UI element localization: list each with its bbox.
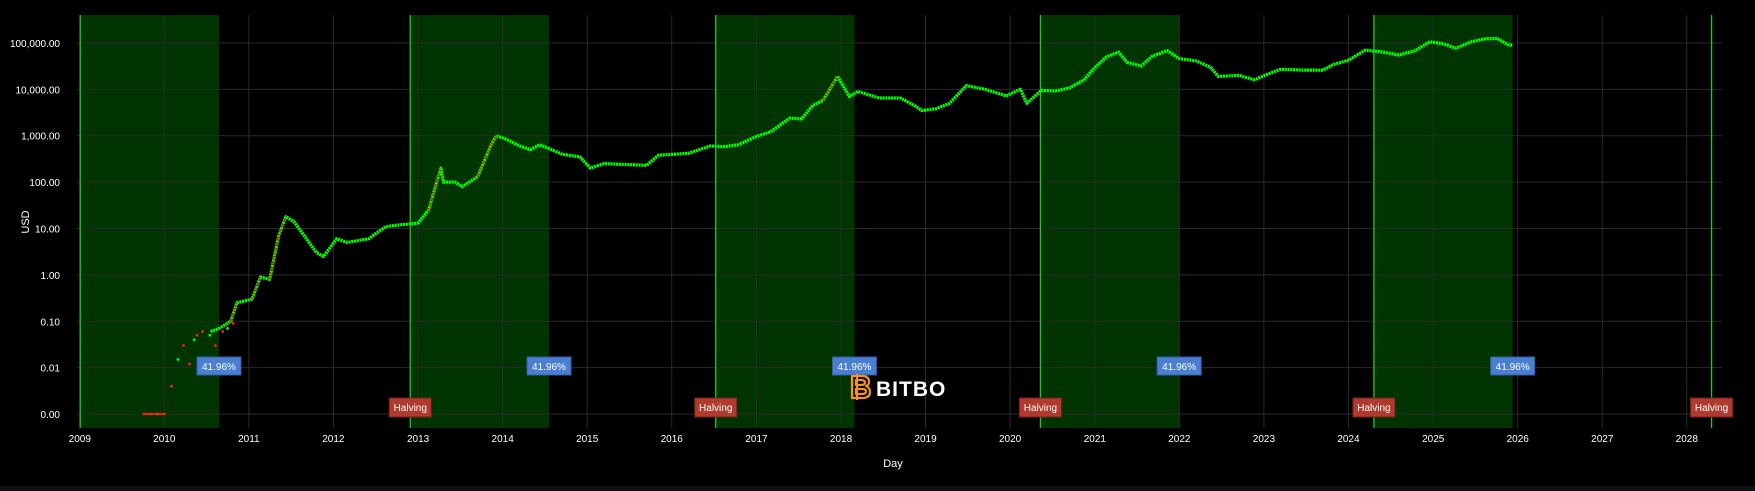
halving-label: Halving bbox=[394, 403, 427, 414]
bitbo-watermark: BITBO bbox=[850, 374, 946, 401]
x-tick-labels: 2009 2010 2011 2012 2013 2014 2015 2016 2017 2018… bbox=[69, 434, 1699, 445]
price-point bbox=[182, 344, 185, 347]
y-tick-label: 1,000.00 bbox=[21, 132, 60, 143]
halving-band bbox=[1373, 15, 1513, 428]
x-tick-label: 2017 bbox=[745, 434, 768, 445]
price-point bbox=[208, 333, 212, 337]
x-tick-label: 2028 bbox=[1676, 434, 1699, 445]
y-tick-label: 10.00 bbox=[35, 224, 60, 235]
price-line bbox=[210, 37, 1513, 334]
price-point bbox=[176, 358, 180, 361]
price-series bbox=[142, 37, 1513, 416]
y-tick-label: 100,000.00 bbox=[10, 39, 60, 50]
price-rise-segment bbox=[476, 145, 492, 178]
x-tick-label: 2013 bbox=[407, 434, 430, 445]
halving-label-box bbox=[1352, 397, 1396, 418]
x-tick-label: 2027 bbox=[1591, 434, 1614, 445]
x-tick-label: 2026 bbox=[1507, 434, 1530, 445]
y-tick-label: 0.00 bbox=[41, 410, 61, 421]
halving-label: Halving bbox=[1024, 403, 1057, 414]
halving-label-box bbox=[694, 397, 738, 418]
price-point bbox=[201, 330, 204, 333]
price-point bbox=[192, 338, 196, 342]
y-tick-labels: 0.00 0.01 0.10 1.00 10.00 100.00 1,000.00 10,00… bbox=[10, 39, 60, 421]
x-tick-label: 2025 bbox=[1422, 434, 1445, 445]
x-tick-label: 2018 bbox=[830, 434, 853, 445]
x-tick-label: 2014 bbox=[492, 434, 515, 445]
halving-lines bbox=[79, 15, 1713, 428]
price-point bbox=[214, 344, 217, 347]
percent-labels: 41.96% 41.96% 41.96% 41.96% 41.96% bbox=[196, 356, 1536, 376]
price-point bbox=[231, 321, 235, 325]
halving-label: Halving bbox=[1357, 403, 1390, 414]
x-tick-label: 2009 bbox=[69, 434, 92, 445]
halving-labels: Halving Halving Halving Halving Halving bbox=[388, 397, 1734, 418]
y-axis-label: USD bbox=[20, 210, 32, 233]
halving-label: Halving bbox=[699, 403, 732, 414]
percent-label: 41.96% bbox=[532, 362, 566, 373]
price-rise-segment bbox=[427, 167, 442, 211]
price-point bbox=[221, 330, 225, 333]
y-tick-label: 10,000.00 bbox=[16, 85, 61, 96]
x-tick-label: 2021 bbox=[1084, 434, 1107, 445]
x-axis-label: Day bbox=[883, 458, 903, 470]
price-rise-segment bbox=[251, 276, 262, 300]
halving-label-box bbox=[1018, 397, 1062, 418]
x-tick-label: 2024 bbox=[1337, 434, 1360, 445]
halving-label-box bbox=[1690, 397, 1734, 418]
percent-label-box bbox=[1156, 356, 1202, 376]
watermark-text: BITBO bbox=[876, 378, 946, 401]
price-point bbox=[170, 384, 173, 388]
x-tick-label: 2016 bbox=[661, 434, 684, 445]
price-rise-segment bbox=[489, 135, 498, 147]
price-point bbox=[195, 333, 199, 337]
percent-label-box bbox=[526, 356, 572, 376]
y-tick-label: 0.01 bbox=[41, 364, 61, 375]
percent-label-box bbox=[196, 356, 242, 376]
x-tick-label: 2020 bbox=[999, 434, 1022, 445]
halving-band bbox=[80, 15, 219, 428]
price-point bbox=[226, 327, 229, 330]
x-tick-label: 2010 bbox=[153, 434, 176, 445]
percent-label-box bbox=[1490, 356, 1536, 376]
percent-label: 41.96% bbox=[202, 362, 236, 373]
y-tick-label: 0.10 bbox=[41, 317, 61, 328]
price-rise-segment bbox=[277, 216, 287, 237]
x-tick-label: 2019 bbox=[914, 434, 937, 445]
x-tick-label: 2015 bbox=[576, 434, 599, 445]
bitcoin-b-icon bbox=[850, 374, 872, 400]
x-tick-label: 2022 bbox=[1168, 434, 1191, 445]
y-tick-label: 1.00 bbox=[41, 271, 61, 282]
price-point bbox=[188, 362, 191, 366]
x-tick-label: 2023 bbox=[1253, 434, 1276, 445]
x-tick-label: 2012 bbox=[322, 434, 345, 445]
x-tick-label: 2011 bbox=[238, 434, 260, 445]
halving-label: Halving bbox=[1695, 403, 1728, 414]
percent-label: 41.96% bbox=[1496, 362, 1530, 373]
percent-label: 41.96% bbox=[1162, 362, 1196, 373]
halving-band bbox=[410, 15, 549, 428]
y-tick-label: 100.00 bbox=[29, 178, 60, 189]
price-rise-segment bbox=[229, 302, 238, 322]
halving-band bbox=[1040, 15, 1180, 428]
halving-label-box bbox=[388, 397, 432, 418]
percent-label: 41.96% bbox=[837, 362, 871, 373]
